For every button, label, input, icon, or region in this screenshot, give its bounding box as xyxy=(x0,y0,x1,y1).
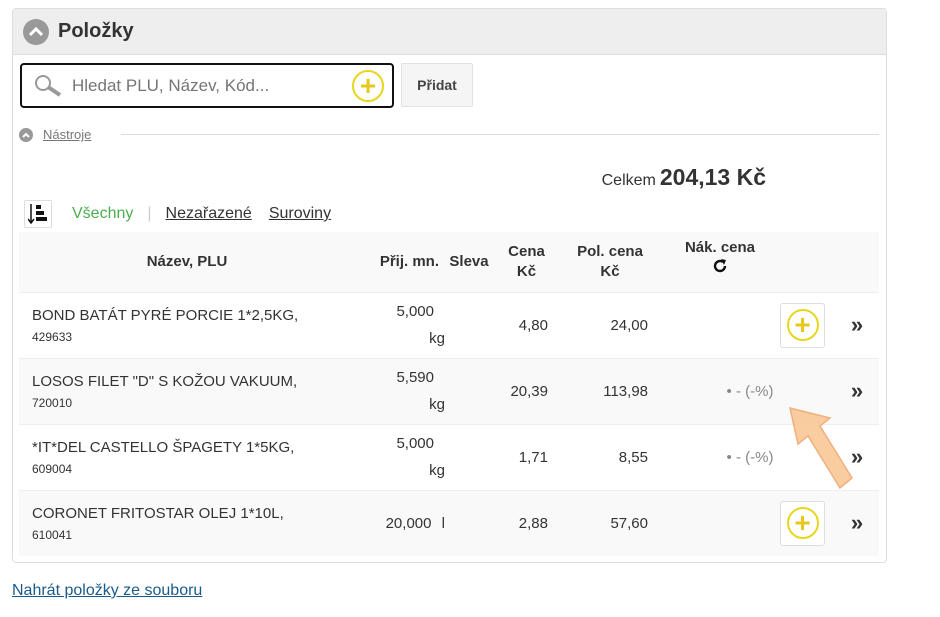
sort-button[interactable] xyxy=(24,200,52,228)
col-purchase[interactable]: Nák. cena xyxy=(660,232,780,292)
item-name: CORONET FRITOSTAR OLEJ 1*10L, xyxy=(32,504,284,522)
price-cell: 2,88 xyxy=(493,489,560,556)
panel-title: Položky xyxy=(58,20,134,42)
qty-value: 20,000 xyxy=(385,514,432,532)
tools-section: Nástroje xyxy=(19,127,879,142)
tools-toggle-link[interactable]: Nástroje xyxy=(43,127,92,142)
discount-cell xyxy=(445,423,493,490)
chevron-double-right-icon[interactable]: » xyxy=(835,489,879,556)
qty-value: 5,000 xyxy=(396,435,434,452)
item-name-cell: *IT*DEL CASTELLO ŠPAGETY 1*5KG, 609004 xyxy=(19,423,355,490)
item-name: BOND BATÁT PYRÉ PORCIE 1*2,5KG, xyxy=(32,306,299,324)
search-icon xyxy=(35,74,62,97)
chevron-up-circle-icon[interactable] xyxy=(23,18,49,45)
panel-header[interactable]: Položky xyxy=(13,9,886,55)
total-cell: 8,55 xyxy=(560,423,660,490)
item-name: *IT*DEL CASTELLO ŠPAGETY 1*5KG, xyxy=(32,438,295,456)
qty-cell[interactable]: 5,590 kg xyxy=(355,357,445,424)
col-price[interactable]: Cena Kč xyxy=(493,232,560,292)
chevron-up-circle-icon[interactable] xyxy=(19,127,33,142)
qty-unit: kg xyxy=(429,330,445,347)
discount-cell xyxy=(445,489,493,556)
chevron-double-right-icon[interactable]: » xyxy=(835,357,879,424)
add-circle-icon: + xyxy=(786,507,819,540)
search-input[interactable] xyxy=(72,75,352,96)
table-row[interactable]: LOSOS FILET "D" S KOŽOU VAKUUM, 720010 5,… xyxy=(19,357,879,424)
search-box[interactable]: + xyxy=(20,63,394,108)
add-purchase-button[interactable]: + xyxy=(780,500,825,546)
purchase-price-cell: • - (-%) xyxy=(660,357,780,424)
discount-cell xyxy=(445,291,493,358)
chevron-double-right-icon[interactable]: » xyxy=(835,291,879,358)
annotation-arrow-icon xyxy=(789,406,853,490)
items-table: Název, PLU Přij. mn. Sleva Cena Kč Pol. … xyxy=(19,232,879,556)
item-name: LOSOS FILET "D" S KOŽOU VAKUUM, xyxy=(32,372,298,390)
add-cell: + xyxy=(780,291,835,358)
qty-unit: l xyxy=(441,514,445,532)
add-purchase-button[interactable]: + xyxy=(780,302,825,348)
qty-cell[interactable]: 20,000 l xyxy=(355,489,445,556)
item-plu: 720010 xyxy=(32,395,73,410)
col-name[interactable]: Název, PLU xyxy=(19,232,355,292)
col-total[interactable]: Pol. cena Kč xyxy=(560,232,660,292)
item-name-cell: CORONET FRITOSTAR OLEJ 1*10L, 610041 xyxy=(19,489,355,556)
total-cell: 113,98 xyxy=(560,357,660,424)
add-button[interactable]: Přidat xyxy=(401,63,473,107)
filter-raw-materials[interactable]: Suroviny xyxy=(268,205,332,222)
add-circle-icon[interactable]: + xyxy=(352,69,384,102)
purchase-price-cell xyxy=(660,291,780,358)
qty-unit: kg xyxy=(429,462,445,479)
item-name-cell: BOND BATÁT PYRÉ PORCIE 1*2,5KG, 429633 xyxy=(19,291,355,358)
add-cell: + xyxy=(780,489,835,556)
qty-cell[interactable]: 5,000 kg xyxy=(355,423,445,490)
divider xyxy=(121,134,879,135)
col-purchase-label: Nák. cena xyxy=(684,239,756,256)
total-value: 204,13 Kč xyxy=(659,164,766,190)
upload-items-link[interactable]: Nahrát položky ze souboru xyxy=(12,582,203,599)
purchase-price-cell xyxy=(660,489,780,556)
col-qty[interactable]: Přij. mn. xyxy=(355,232,445,292)
add-circle-icon: + xyxy=(786,309,819,341)
qty-value: 5,590 xyxy=(396,369,434,386)
item-name-cell: LOSOS FILET "D" S KOŽOU VAKUUM, 720010 xyxy=(19,357,355,424)
table-row[interactable]: CORONET FRITOSTAR OLEJ 1*10L, 610041 20,0… xyxy=(19,489,879,556)
total-label: Celkem xyxy=(601,172,656,189)
qty-value: 5,000 xyxy=(396,303,434,320)
qty-unit: kg xyxy=(429,396,445,413)
purchase-price-cell: • - (-%) xyxy=(660,423,780,490)
qty-cell[interactable]: 5,000 kg xyxy=(355,291,445,358)
filter-separator: | xyxy=(147,205,152,222)
filter-all[interactable]: Všechny xyxy=(72,205,134,222)
filter-uncategorized[interactable]: Nezařazené xyxy=(165,205,252,222)
total-cell: 24,00 xyxy=(560,291,660,358)
price-cell: 4,80 xyxy=(493,291,560,358)
item-plu: 429633 xyxy=(32,329,73,344)
total-cell: 57,60 xyxy=(560,489,660,556)
table-row[interactable]: BOND BATÁT PYRÉ PORCIE 1*2,5KG, 429633 5,… xyxy=(19,291,879,358)
item-plu: 609004 xyxy=(32,461,73,476)
table-row[interactable]: *IT*DEL CASTELLO ŠPAGETY 1*5KG, 609004 5,… xyxy=(19,423,879,490)
col-discount[interactable]: Sleva xyxy=(445,232,493,292)
sort-icon xyxy=(28,204,47,225)
refresh-icon[interactable] xyxy=(712,258,728,274)
filter-bar: Všechny | Nezařazené Suroviny xyxy=(24,200,348,228)
price-cell: 20,39 xyxy=(493,357,560,424)
price-cell: 1,71 xyxy=(493,423,560,490)
discount-cell xyxy=(445,357,493,424)
total-summary: Celkem 204,13 Kč xyxy=(602,164,766,191)
item-plu: 610041 xyxy=(32,527,73,542)
